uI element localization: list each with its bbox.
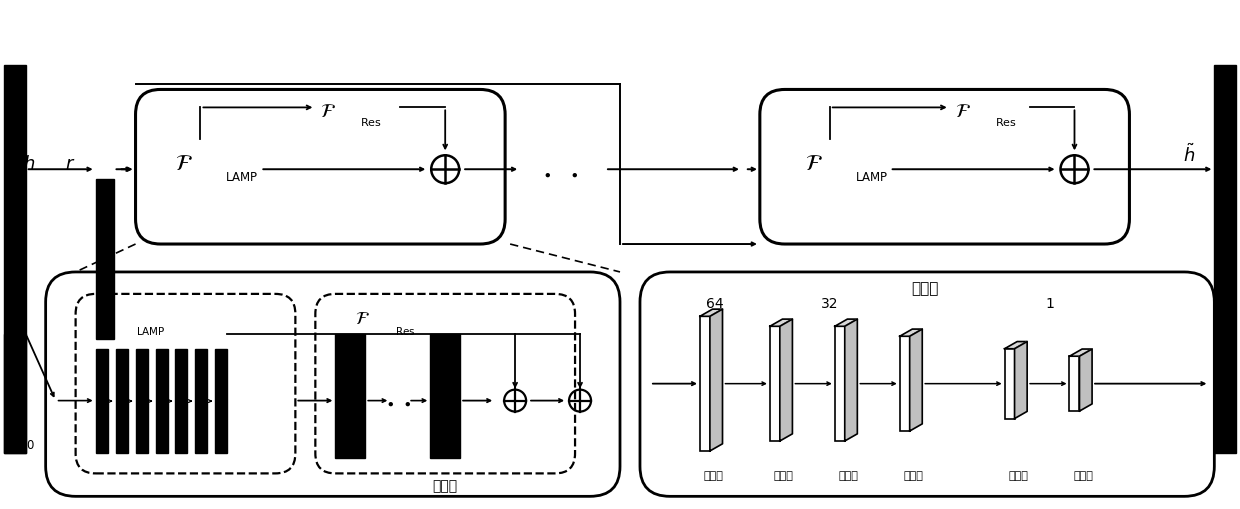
FancyBboxPatch shape	[315, 294, 575, 473]
Bar	[699, 316, 709, 451]
Text: 卷积层: 卷积层	[1008, 471, 1028, 482]
Bar	[216, 349, 227, 454]
Bar	[115, 349, 128, 454]
FancyBboxPatch shape	[46, 272, 620, 496]
Bar	[835, 326, 844, 441]
Text: $\mathcal{F}$: $\mathcal{F}$	[955, 102, 971, 121]
Text: $\mathrm{Res}$: $\mathrm{Res}$	[396, 325, 415, 337]
Bar	[900, 336, 910, 431]
Bar	[4, 334, 26, 454]
Text: 64: 64	[706, 297, 724, 311]
FancyBboxPatch shape	[135, 90, 505, 244]
Bar	[176, 349, 187, 454]
Bar	[95, 179, 114, 339]
FancyBboxPatch shape	[640, 272, 1214, 496]
Polygon shape	[1014, 342, 1027, 418]
Polygon shape	[900, 329, 923, 336]
Text: 卷积层: 卷积层	[838, 471, 858, 482]
Bar	[335, 334, 366, 459]
Bar	[196, 349, 207, 454]
Bar	[1214, 65, 1236, 454]
Text: $\mathrm{LAMP}$: $\mathrm{LAMP}$	[135, 325, 165, 337]
Text: $\hat{h}_0$: $\hat{h}_0$	[16, 425, 35, 453]
Polygon shape	[910, 329, 923, 431]
Text: $\bullet\quad\bullet$: $\bullet\quad\bullet$	[542, 167, 578, 182]
Bar	[4, 65, 26, 454]
Text: $\bullet\ \bullet$: $\bullet\ \bullet$	[384, 396, 412, 411]
Polygon shape	[844, 319, 857, 441]
Text: $\mathrm{Res}$: $\mathrm{Res}$	[994, 117, 1017, 128]
Polygon shape	[1004, 342, 1027, 349]
Bar	[155, 349, 167, 454]
Text: $\mathrm{Res}$: $\mathrm{Res}$	[361, 117, 382, 128]
Bar	[430, 334, 460, 459]
Text: 激活层: 激活层	[904, 471, 924, 482]
Polygon shape	[709, 309, 723, 451]
Text: $\mathcal{F}$: $\mathcal{F}$	[176, 154, 193, 174]
Bar	[1069, 356, 1080, 411]
Text: $\tilde{h}$: $\tilde{h}$	[1183, 143, 1195, 165]
Text: $\mathcal{F}$: $\mathcal{F}$	[356, 310, 370, 328]
Bar	[95, 349, 108, 454]
Text: 32: 32	[821, 297, 838, 311]
Polygon shape	[1080, 349, 1092, 411]
Text: 激活层: 激活层	[774, 471, 794, 482]
Bar	[135, 349, 148, 454]
FancyBboxPatch shape	[760, 90, 1130, 244]
Bar	[1004, 349, 1014, 418]
Text: 残差块: 残差块	[433, 479, 458, 493]
Text: $\mathrm{LAMP}$: $\mathrm{LAMP}$	[854, 171, 888, 184]
Text: $r$: $r$	[66, 155, 76, 173]
Polygon shape	[699, 309, 723, 316]
Polygon shape	[770, 319, 792, 326]
Text: $\mathcal{F}$: $\mathcal{F}$	[95, 310, 110, 328]
Text: $\mathrm{LAMP}$: $\mathrm{LAMP}$	[226, 171, 259, 184]
Polygon shape	[1069, 349, 1092, 356]
Bar	[770, 326, 780, 441]
Text: $\mathcal{F}$: $\mathcal{F}$	[320, 102, 336, 121]
FancyBboxPatch shape	[76, 294, 295, 473]
Text: 激活层: 激活层	[1074, 471, 1094, 482]
Text: 卷积层: 卷积层	[704, 471, 724, 482]
Text: 1: 1	[1045, 297, 1054, 311]
Polygon shape	[835, 319, 857, 326]
Polygon shape	[780, 319, 792, 441]
Text: $\mathcal{F}$: $\mathcal{F}$	[805, 154, 822, 174]
Text: 残差块: 残差块	[911, 281, 939, 296]
Text: $h$: $h$	[22, 155, 35, 173]
